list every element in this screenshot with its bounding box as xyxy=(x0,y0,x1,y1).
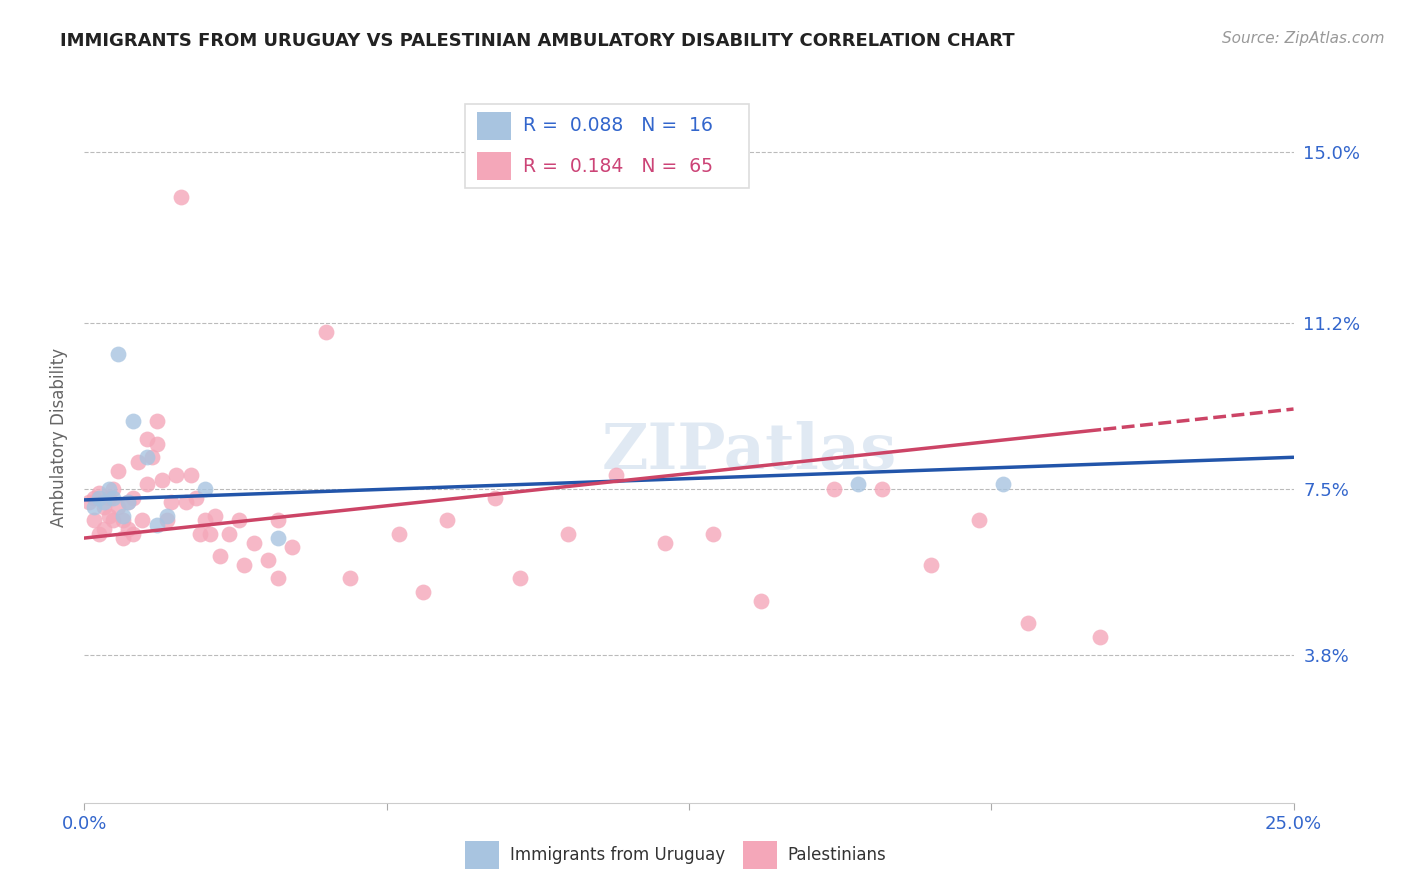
Point xyxy=(388,526,411,541)
Text: R =  0.088   N =  16: R = 0.088 N = 16 xyxy=(523,116,713,136)
Point xyxy=(184,491,207,505)
Point xyxy=(484,491,506,505)
Point xyxy=(141,450,163,465)
Point xyxy=(257,553,280,567)
Point xyxy=(155,508,177,523)
Point xyxy=(127,455,149,469)
Text: R =  0.184   N =  65: R = 0.184 N = 65 xyxy=(523,157,713,176)
Point xyxy=(136,433,159,447)
Point xyxy=(131,513,153,527)
Text: ZIPatlas: ZIPatlas xyxy=(602,421,897,483)
Point xyxy=(160,495,183,509)
Point xyxy=(228,513,250,527)
Point xyxy=(146,517,169,532)
Point xyxy=(87,486,110,500)
Point xyxy=(83,513,105,527)
Point xyxy=(93,495,115,509)
Point xyxy=(218,526,240,541)
Point xyxy=(204,508,226,523)
Point xyxy=(267,513,290,527)
Point xyxy=(112,513,135,527)
Point xyxy=(155,513,177,527)
Text: Immigrants from Uruguay: Immigrants from Uruguay xyxy=(510,846,725,863)
Point xyxy=(150,473,173,487)
Point xyxy=(117,495,139,509)
Point xyxy=(315,325,337,339)
FancyBboxPatch shape xyxy=(744,841,778,869)
Point xyxy=(136,477,159,491)
Point xyxy=(339,571,361,585)
Point xyxy=(823,482,845,496)
Point xyxy=(993,477,1015,491)
Point xyxy=(103,491,125,505)
Point xyxy=(190,526,212,541)
Point xyxy=(654,535,676,549)
Point xyxy=(872,482,894,496)
Point xyxy=(281,540,304,554)
Point xyxy=(436,513,458,527)
Point xyxy=(198,526,221,541)
Point xyxy=(121,491,143,505)
Point xyxy=(136,450,159,465)
Point xyxy=(97,508,120,523)
Point xyxy=(751,594,773,608)
Point xyxy=(117,495,139,509)
Point xyxy=(93,500,115,514)
Point xyxy=(146,437,169,451)
Point xyxy=(107,464,129,478)
Point xyxy=(103,482,125,496)
Point xyxy=(83,500,105,514)
Point xyxy=(1088,630,1111,644)
Point xyxy=(412,585,434,599)
Point xyxy=(174,495,197,509)
Point xyxy=(605,468,627,483)
Point xyxy=(509,571,531,585)
Point xyxy=(121,526,143,541)
Point xyxy=(112,531,135,545)
Point xyxy=(702,526,724,541)
Point xyxy=(180,468,202,483)
Text: IMMIGRANTS FROM URUGUAY VS PALESTINIAN AMBULATORY DISABILITY CORRELATION CHART: IMMIGRANTS FROM URUGUAY VS PALESTINIAN A… xyxy=(60,32,1015,50)
Text: Source: ZipAtlas.com: Source: ZipAtlas.com xyxy=(1222,31,1385,46)
Point xyxy=(194,482,217,496)
Point xyxy=(170,190,193,204)
Point xyxy=(846,477,869,491)
Y-axis label: Ambulatory Disability: Ambulatory Disability xyxy=(49,348,67,526)
Point xyxy=(1017,616,1039,631)
Point xyxy=(242,535,264,549)
Point xyxy=(87,526,110,541)
Point xyxy=(93,522,115,536)
FancyBboxPatch shape xyxy=(465,841,499,869)
Point xyxy=(97,491,120,505)
Point xyxy=(967,513,990,527)
Point xyxy=(267,531,290,545)
Point xyxy=(146,414,169,428)
Point xyxy=(194,513,217,527)
Point xyxy=(112,508,135,523)
Point xyxy=(97,482,120,496)
Point xyxy=(107,347,129,361)
Point xyxy=(121,414,143,428)
Point xyxy=(165,468,187,483)
Point xyxy=(557,526,579,541)
Point xyxy=(103,513,125,527)
FancyBboxPatch shape xyxy=(478,112,512,140)
Point xyxy=(83,491,105,505)
Point xyxy=(107,500,129,514)
Point xyxy=(77,495,100,509)
FancyBboxPatch shape xyxy=(465,104,749,188)
Point xyxy=(208,549,231,563)
Text: Palestinians: Palestinians xyxy=(787,846,886,863)
Point xyxy=(920,558,942,572)
Point xyxy=(87,491,110,505)
Point xyxy=(117,522,139,536)
Point xyxy=(233,558,256,572)
Point xyxy=(267,571,290,585)
FancyBboxPatch shape xyxy=(478,153,512,180)
